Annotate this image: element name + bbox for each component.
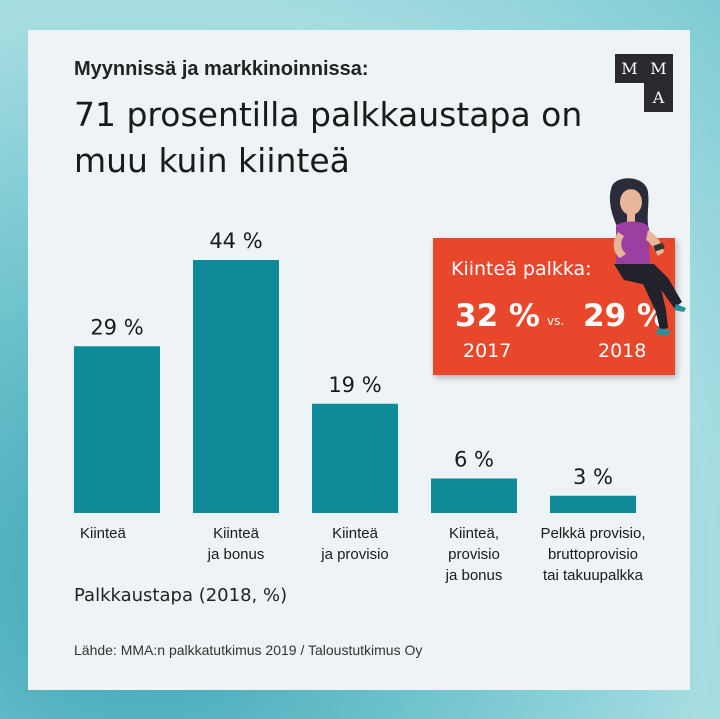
category-label-2-line-2: ja bonus	[207, 546, 265, 563]
woman-illustration	[609, 178, 686, 336]
value-label-1: 29 %	[90, 315, 143, 339]
category-label-4-line-2: provisio	[448, 546, 500, 563]
infographic-card: Myynnissä ja markkinoinnissa: 71 prosent…	[28, 30, 690, 690]
value-label-3: 19 %	[328, 373, 381, 397]
chart-title: 71 prosentilla palkkaustapa on muu kuin …	[74, 95, 583, 180]
value-label-2: 44 %	[209, 229, 262, 253]
logo-letter-a: A	[644, 83, 673, 112]
callout-value-2017: 32 %	[455, 298, 540, 334]
bar-3	[312, 403, 398, 513]
category-label-5-line-2: bruttoprovisio	[548, 546, 638, 563]
mma-logo: M M A	[615, 54, 673, 112]
callout-year-2017: 2017	[463, 340, 512, 362]
category-label-4-line-3: ja bonus	[445, 567, 503, 584]
bar-chart: 29 % Kiinteä 44 % Kiinteä ja bonus 19 % Kiinte…	[74, 229, 646, 584]
bar-1	[74, 346, 160, 513]
bar-2	[193, 260, 279, 513]
value-label-5: 3 %	[573, 465, 613, 489]
logo-letter-m1: M	[615, 54, 644, 83]
category-label-1-line-1: Kiinteä	[80, 525, 127, 542]
category-label-4-line-1: Kiinteä,	[449, 525, 499, 542]
category-label-5-line-1: Pelkkä provisio,	[540, 525, 645, 542]
category-label-3-line-2: ja provisio	[320, 546, 389, 563]
callout-label: Kiinteä palkka:	[451, 258, 592, 280]
bar-4	[431, 478, 517, 513]
value-label-4: 6 %	[454, 448, 494, 472]
category-label-2-line-1: Kiinteä	[213, 525, 260, 542]
callout-year-2018: 2018	[598, 340, 647, 362]
logo-letter-m2: M	[644, 54, 673, 83]
category-label-3-line-1: Kiinteä	[332, 525, 379, 542]
chart-subtitle: Myynnissä ja markkinoinnissa:	[74, 58, 369, 80]
category-label-5-line-3: tai takuupalkka	[543, 567, 644, 584]
callout-vs: vs.	[547, 314, 565, 328]
x-axis-title: Palkkaustapa (2018, %)	[74, 585, 288, 606]
bar-5	[550, 495, 636, 513]
source-note: Lähde: MMA:n palkkatutkimus 2019 / Talou…	[74, 642, 423, 658]
